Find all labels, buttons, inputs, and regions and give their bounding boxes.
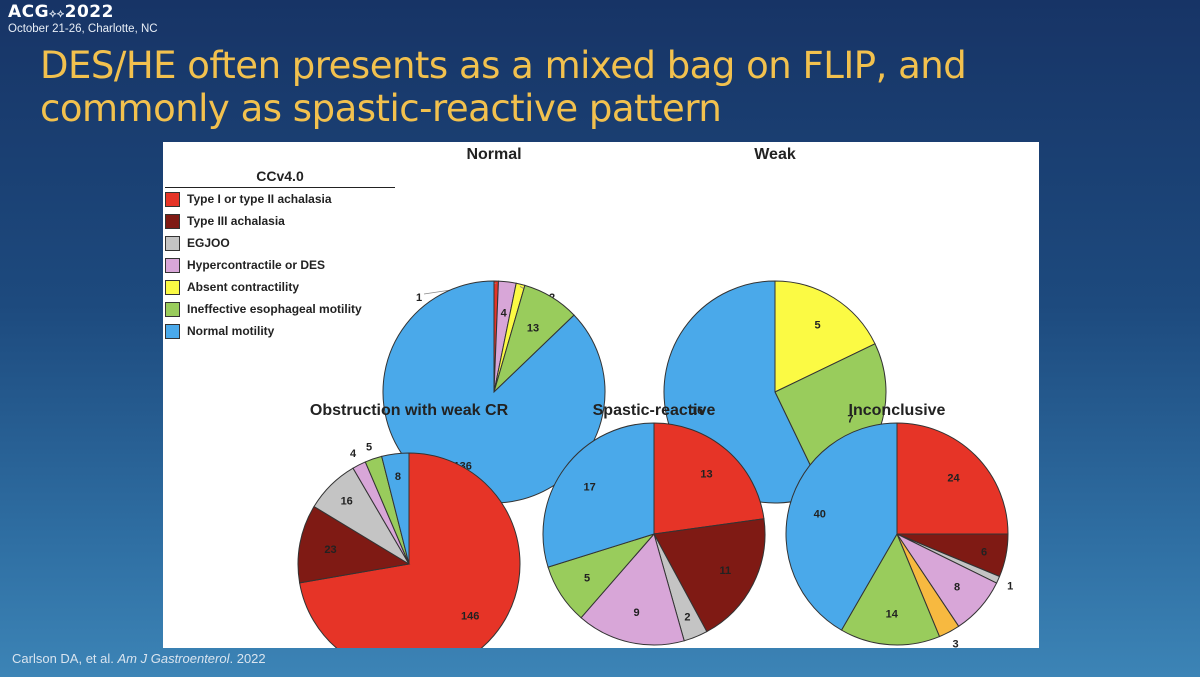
pie-slice bbox=[653, 422, 765, 535]
legend-item: Ineffective esophageal motility bbox=[165, 298, 395, 320]
acg-logo: ACG⟡⟡2022 bbox=[8, 2, 114, 22]
legend-label: Type I or type II achalasia bbox=[187, 192, 332, 206]
data-label: 6 bbox=[981, 546, 987, 558]
legend-label: EGJOO bbox=[187, 236, 230, 250]
data-label: 13 bbox=[527, 322, 539, 334]
data-label: 4 bbox=[501, 308, 508, 320]
pie-title: Normal bbox=[466, 146, 521, 163]
legend-swatch bbox=[165, 235, 180, 251]
data-label: 23 bbox=[324, 544, 336, 556]
pie-slice bbox=[580, 532, 685, 646]
data-label: 5 bbox=[814, 319, 820, 331]
pie-chart: 14213136 bbox=[382, 280, 606, 504]
pie-slice bbox=[774, 280, 876, 393]
data-label: 17 bbox=[583, 482, 595, 494]
pie-title: Spastic-reactive bbox=[593, 402, 716, 419]
data-label: 1 bbox=[416, 292, 422, 304]
citation: Carlson DA, et al. Am J Gastroenterol. 2… bbox=[12, 651, 266, 666]
logo-year: 2022 bbox=[64, 2, 114, 22]
data-label: 16 bbox=[691, 405, 703, 417]
pie-title: Obstruction with weak CR bbox=[310, 402, 509, 419]
conference-brand: ACG⟡⟡2022 October 21-26, Charlotte, NC bbox=[8, 3, 158, 36]
data-label: 14 bbox=[886, 609, 899, 621]
pie-title: Weak bbox=[754, 146, 796, 163]
pie-slice bbox=[785, 422, 898, 631]
pie-slice bbox=[896, 422, 1009, 535]
slide-title: DES/HE often presents as a mixed bag on … bbox=[40, 44, 1160, 130]
data-label: 4 bbox=[350, 448, 357, 460]
legend-label: Absent contractility bbox=[187, 280, 300, 294]
pie-chart: 24 6 1 8 3 14 40 bbox=[785, 422, 1013, 648]
pie-chart-figure: 14213136Normal5716Weak1462316458Obstruct… bbox=[163, 142, 1039, 648]
legend-swatch bbox=[165, 191, 180, 207]
legend-item: EGJOO bbox=[165, 232, 395, 254]
pie-charts-canvas: 14213136Normal5716Weak1462316458Obstruct… bbox=[297, 146, 1013, 648]
legend-swatch bbox=[165, 323, 180, 339]
legend-swatch bbox=[165, 301, 180, 317]
legend-label: Ineffective esophageal motility bbox=[187, 302, 362, 316]
slide-title-line-2: commonly as spastic-reactive pattern bbox=[40, 87, 722, 130]
data-label: 7 bbox=[847, 413, 853, 425]
legend-swatch bbox=[165, 213, 180, 229]
legend-item: Normal motility bbox=[165, 320, 395, 342]
legend-label: Hypercontractile or DES bbox=[187, 258, 326, 272]
data-label: 40 bbox=[814, 508, 826, 520]
legend-item: Type I or type II achalasia bbox=[165, 188, 395, 210]
legend-title: CCv4.0 bbox=[165, 168, 395, 188]
data-label: 146 bbox=[461, 610, 479, 622]
slide-title-line-1: DES/HE often presents as a mixed bag on … bbox=[40, 44, 967, 87]
legend-label: Normal motility bbox=[187, 324, 275, 338]
legend-items: Type I or type II achalasia Type III acha… bbox=[165, 188, 395, 342]
legend-swatch bbox=[165, 279, 180, 295]
legend-label: Type III achalasia bbox=[187, 214, 285, 228]
data-label: 16 bbox=[341, 496, 353, 508]
data-label: 8 bbox=[395, 471, 401, 483]
legend: CCv4.0 Type I or type II achalasia Type I… bbox=[165, 168, 395, 342]
data-label: 11 bbox=[719, 565, 731, 577]
pie-slice bbox=[840, 532, 941, 646]
pie-chart: 146 23 16 45 8 bbox=[297, 441, 521, 648]
data-label: 5 bbox=[366, 441, 372, 453]
data-label: 9 bbox=[633, 607, 639, 619]
legend-item: Type III achalasia bbox=[165, 210, 395, 232]
pie-slice bbox=[381, 452, 410, 565]
pie-slice bbox=[299, 452, 521, 648]
data-label: 1 bbox=[1007, 580, 1013, 592]
legend-swatch bbox=[165, 257, 180, 273]
pie-slice bbox=[297, 505, 411, 584]
data-label: 13 bbox=[700, 469, 712, 481]
data-label: 8 bbox=[954, 582, 960, 594]
logo-text: ACG bbox=[8, 2, 50, 22]
pie-slice bbox=[653, 518, 766, 633]
data-label: 24 bbox=[947, 472, 960, 484]
conference-location: October 21-26, Charlotte, NC bbox=[8, 23, 158, 35]
legend-item: Absent contractility bbox=[165, 276, 395, 298]
citation-authors: Carlson DA, et al. bbox=[12, 651, 114, 666]
data-label: 2 bbox=[684, 611, 690, 623]
pie-slice bbox=[542, 422, 655, 568]
citation-year: . 2022 bbox=[229, 651, 266, 666]
data-label: 3 bbox=[953, 639, 959, 648]
citation-journal: Am J Gastroenterol bbox=[117, 651, 230, 666]
pie-chart: 13 11 2 9 5 17 bbox=[542, 422, 766, 646]
data-label: 5 bbox=[584, 573, 590, 585]
legend-item: Hypercontractile or DES bbox=[165, 254, 395, 276]
pie-title: Inconclusive bbox=[849, 402, 946, 419]
